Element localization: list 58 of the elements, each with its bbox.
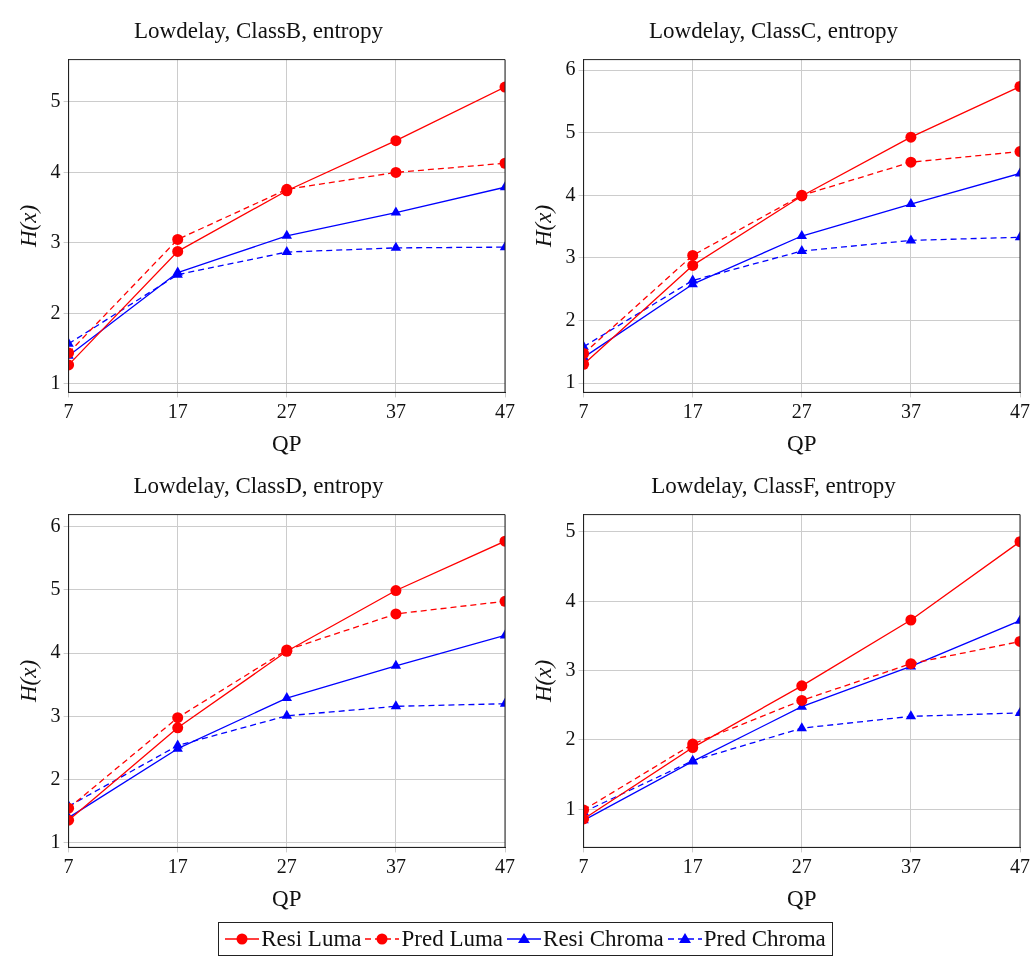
y-tick-label: 3 xyxy=(565,245,576,268)
y-tick-label: 5 xyxy=(50,89,61,112)
x-tick-label: 7 xyxy=(63,854,74,877)
x-tick-label: 27 xyxy=(791,399,812,422)
y-tick-label: 1 xyxy=(565,796,576,819)
y-tick-label: 1 xyxy=(50,830,61,853)
x-tick-label: 47 xyxy=(1010,399,1030,422)
y-axis-title: H(x) xyxy=(530,204,556,249)
chart-title: Lowdelay, ClassF, entropy xyxy=(651,472,897,498)
x-tick-label: 7 xyxy=(63,399,74,422)
y-axis-title: H(x) xyxy=(530,659,556,704)
y-tick-label: 3 xyxy=(50,703,61,726)
legend-label: Resi Chroma xyxy=(542,926,664,952)
x-tick-label: 27 xyxy=(276,399,297,422)
y-tick-label: 4 xyxy=(50,640,61,663)
x-tick-label: 47 xyxy=(495,399,515,422)
y-tick-label: 2 xyxy=(50,300,61,323)
y-axis-title: H(x) xyxy=(15,659,41,704)
x-axis-title: QP xyxy=(787,886,817,912)
x-tick-label: 37 xyxy=(385,854,406,877)
x-tick-label: 37 xyxy=(385,399,406,422)
y-tick-label: 3 xyxy=(50,230,61,253)
legend-label: Pred Luma xyxy=(400,926,504,952)
x-tick-label: 17 xyxy=(682,854,703,877)
x-tick-label: 37 xyxy=(900,399,921,422)
y-axis-title: H(x) xyxy=(15,204,41,249)
legend-label: Resi Luma xyxy=(260,926,362,952)
chart-title: Lowdelay, ClassC, entropy xyxy=(649,17,899,43)
x-tick-label: 37 xyxy=(900,854,921,877)
y-tick-label: 2 xyxy=(50,766,61,789)
y-tick-label: 6 xyxy=(565,57,576,80)
chart-title: Lowdelay, ClassD, entropy xyxy=(133,472,385,498)
y-tick-label: 6 xyxy=(50,513,61,536)
x-axis-title: QP xyxy=(272,431,302,457)
x-axis-title: QP xyxy=(787,431,817,457)
y-tick-label: 1 xyxy=(565,370,576,393)
y-tick-label: 4 xyxy=(565,182,576,205)
y-tick-label: 4 xyxy=(50,159,61,182)
x-tick-label: 27 xyxy=(276,854,297,877)
y-tick-label: 2 xyxy=(565,727,576,750)
x-tick-label: 7 xyxy=(578,854,589,877)
x-tick-label: 17 xyxy=(682,399,703,422)
y-tick-label: 5 xyxy=(565,120,576,143)
y-tick-label: 2 xyxy=(565,307,576,330)
x-tick-label: 27 xyxy=(791,854,812,877)
y-tick-label: 4 xyxy=(565,588,576,611)
y-tick-label: 1 xyxy=(50,371,61,394)
x-tick-label: 17 xyxy=(167,399,188,422)
y-tick-label: 3 xyxy=(565,657,576,680)
y-tick-label: 5 xyxy=(565,519,576,542)
x-tick-label: 47 xyxy=(495,854,515,877)
x-tick-label: 17 xyxy=(167,854,188,877)
x-tick-label: 7 xyxy=(578,399,589,422)
x-axis-title: QP xyxy=(272,886,302,912)
x-tick-label: 47 xyxy=(1010,854,1030,877)
chart-title: Lowdelay, ClassB, entropy xyxy=(134,17,384,43)
y-tick-label: 5 xyxy=(50,577,61,600)
legend-label: Pred Chroma xyxy=(702,926,826,952)
